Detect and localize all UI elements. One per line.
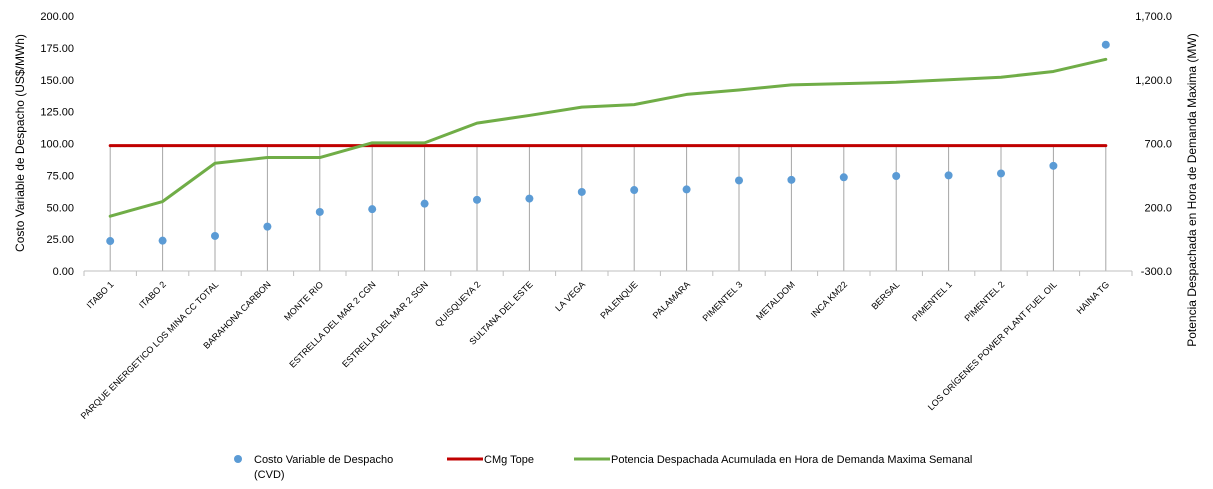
scatter-point [787,175,796,184]
scatter-point [525,194,534,203]
category-label: PALENQUE [598,279,639,320]
legend-label-line2: (CVD) [254,469,285,481]
scatter-point [682,185,691,194]
category-label: METALDOM [754,279,797,322]
category-label: ITABO 2 [137,279,168,310]
y2-axis-title: Potencia Despachada en Hora de Demanda M… [1185,33,1199,346]
scatter-point [1049,161,1058,170]
y2-tick-label: 1,700.0 [1135,11,1172,23]
category-label: MONTE RIO [282,279,325,322]
scatter-point [420,199,429,208]
category-label: ESTRELLA DEL MAR 2 CGN [287,279,377,369]
left-axis-ticks: 0.00 25.00 50.00 75.00 100.00 125.00 150.00 175… [40,11,74,278]
category-label: HAINA TG [1075,279,1112,316]
y2-tick-label: -300.0 [1141,266,1172,278]
scatter-point [997,169,1005,178]
axes [83,270,1133,276]
drop-lines [109,147,1107,271]
category-label: BERSAL [869,279,901,311]
y-tick-label: 50.00 [46,202,74,214]
legend-label: Potencia Despachada Acumulada en Hora de… [611,454,972,466]
y-axis-title: Costo Variable de Despacho (US$/MWh) [13,34,27,252]
y-tick-label: 0.00 [53,266,74,278]
legend-label: Costo Variable de Despacho [254,454,393,466]
category-label: INCA KM22 [809,279,849,319]
y-tick-label: 175.00 [40,43,74,55]
scatter-point [1101,40,1110,49]
scatter-point [735,176,743,185]
scatter-point [211,231,219,240]
y-tick-label: 100.00 [40,139,74,151]
scatter-point [944,171,953,180]
category-label: LA VEGA [553,279,587,313]
scatter-point [315,207,324,216]
y-tick-label: 25.00 [46,234,74,246]
series-line [108,57,1108,218]
scatter-point [263,222,272,231]
series-lines [108,57,1108,218]
scatter-point [577,187,586,196]
category-label: PIMENTEL 1 [910,279,954,323]
scatter-point [106,237,115,246]
category-label: PIMENTEL 2 [962,279,1006,323]
scatter-point [158,236,167,245]
category-label: PIMENTEL 3 [700,279,744,323]
right-axis-ticks: -300.0 200.0 700.0 1,200.0 1,700.0 [1135,11,1172,278]
y2-tick-label: 200.0 [1144,202,1172,214]
scatter-point [892,172,901,181]
category-label: PALAMARA [651,279,692,320]
category-label: QUISQUEYA 2 [433,279,482,328]
category-label: ITABO 1 [85,279,116,310]
scatter-point [630,186,639,195]
y2-tick-label: 700.0 [1144,139,1172,151]
series-points [106,40,1110,246]
y-tick-label: 125.00 [40,107,74,119]
y-tick-label: 75.00 [46,170,74,182]
y-tick-label: 200.00 [40,11,74,23]
y2-tick-label: 1,200.0 [1135,75,1172,87]
category-label: ESTRELLA DEL MAR 2 SGN [340,279,430,369]
legend: Costo Variable de Despacho (CVD) CMg Tope P… [234,454,972,481]
scatter-point [368,205,377,214]
legend-label: CMg Tope [484,454,534,466]
scatter-point [473,195,481,204]
y-tick-label: 150.00 [40,75,74,87]
legend-marker [234,455,242,463]
scatter-point [839,173,848,182]
